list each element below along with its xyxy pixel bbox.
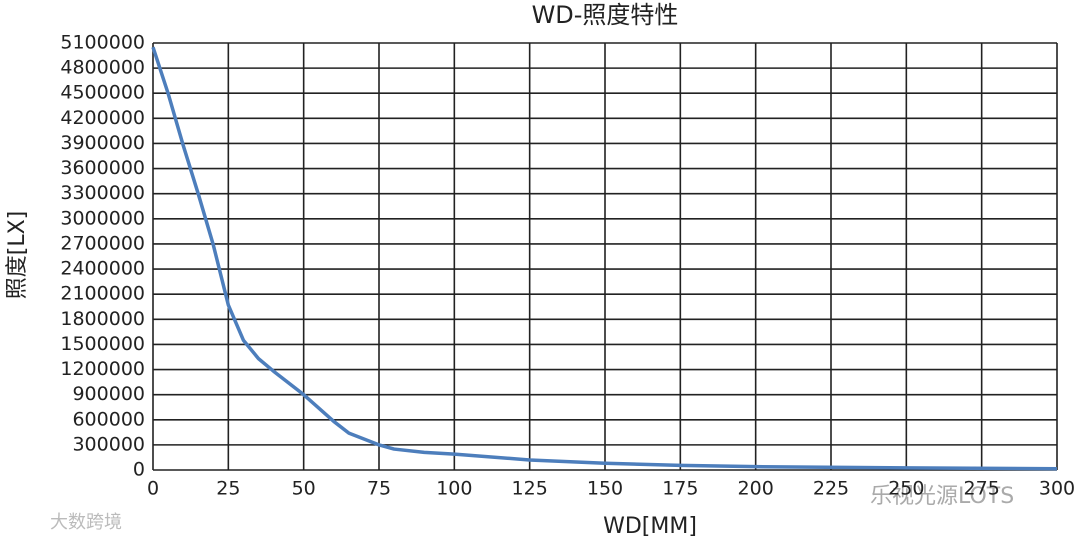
y-tick-label: 2400000	[60, 258, 145, 280]
x-tick-label: 200	[738, 478, 774, 500]
y-tick-label: 1200000	[60, 358, 145, 380]
y-tick-label: 5100000	[60, 32, 145, 54]
x-tick-label: 250	[888, 478, 924, 500]
y-tick-label: 3000000	[60, 207, 145, 229]
x-tick-label: 275	[964, 478, 1000, 500]
y-tick-label: 0	[133, 459, 145, 481]
watermark: 大数跨境	[50, 512, 122, 533]
x-tick-label: 175	[662, 478, 698, 500]
x-tick-label: 75	[367, 478, 391, 500]
y-tick-label: 4500000	[60, 82, 145, 104]
watermark: 乐视光源LOTS	[870, 484, 1014, 509]
data-line	[151, 46, 1058, 471]
y-tick-label: 3900000	[60, 132, 145, 154]
y-tick-label: 900000	[72, 383, 145, 405]
x-tick-label: 50	[292, 478, 316, 500]
y-tick-label: 600000	[72, 408, 145, 430]
x-tick-label: 125	[512, 478, 548, 500]
x-tick-label: 150	[587, 478, 623, 500]
y-tick-label: 4800000	[60, 57, 145, 79]
y-tick-label: 3600000	[60, 157, 145, 179]
y-tick-label: 2700000	[60, 232, 145, 254]
chart-title: WD-照度特性	[532, 1, 679, 29]
y-axis-label: 照度[LX]	[5, 211, 30, 300]
y-tick-label: 4200000	[60, 107, 145, 129]
y-tick-label: 1800000	[60, 308, 145, 330]
x-axis-label: WD[MM]	[603, 514, 697, 539]
x-tick-label: 225	[813, 478, 849, 500]
x-tick-label: 300	[1039, 478, 1075, 500]
y-tick-label: 2100000	[60, 283, 145, 305]
x-tick-label: 0	[147, 478, 159, 500]
y-tick-label: 300000	[72, 433, 145, 455]
x-tick-label: 100	[436, 478, 472, 500]
y-tick-label: 1500000	[60, 333, 145, 355]
y-tick-label: 3300000	[60, 182, 145, 204]
x-tick-label: 25	[216, 478, 240, 500]
